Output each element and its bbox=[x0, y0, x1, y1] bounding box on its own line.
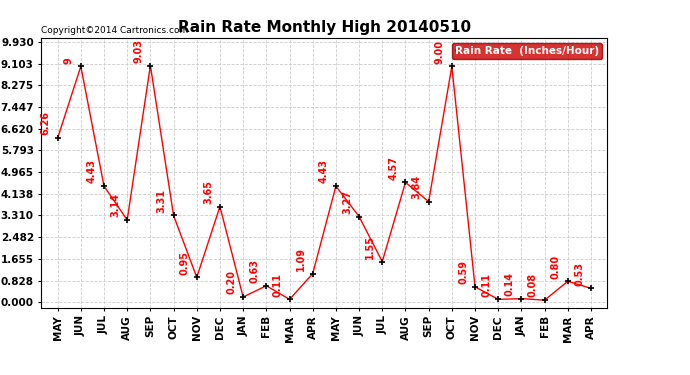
Text: 3.65: 3.65 bbox=[203, 180, 213, 204]
Title: Rain Rate Monthly High 20140510: Rain Rate Monthly High 20140510 bbox=[178, 20, 471, 35]
Text: 3.27: 3.27 bbox=[342, 190, 352, 214]
Text: 6.26: 6.26 bbox=[41, 111, 50, 135]
Text: 3.84: 3.84 bbox=[412, 175, 422, 199]
Legend: Rain Rate  (Inches/Hour): Rain Rate (Inches/Hour) bbox=[452, 43, 602, 59]
Text: Copyright©2014 Cartronics.com: Copyright©2014 Cartronics.com bbox=[41, 26, 188, 35]
Text: 0.11: 0.11 bbox=[481, 273, 491, 297]
Text: 0.95: 0.95 bbox=[180, 251, 190, 274]
Text: 3.14: 3.14 bbox=[110, 193, 120, 217]
Text: 4.57: 4.57 bbox=[388, 156, 399, 180]
Text: 0.14: 0.14 bbox=[504, 272, 515, 296]
Text: 1.55: 1.55 bbox=[365, 235, 375, 259]
Text: 0.59: 0.59 bbox=[458, 260, 468, 284]
Text: 9: 9 bbox=[64, 57, 74, 63]
Text: 3.31: 3.31 bbox=[157, 189, 166, 213]
Text: 0.20: 0.20 bbox=[226, 270, 236, 294]
Text: 0.11: 0.11 bbox=[273, 273, 283, 297]
Text: 0.80: 0.80 bbox=[551, 254, 561, 279]
Text: 9.03: 9.03 bbox=[133, 39, 144, 63]
Text: 0.63: 0.63 bbox=[249, 259, 259, 283]
Text: 1.09: 1.09 bbox=[296, 247, 306, 271]
Text: 0.53: 0.53 bbox=[574, 262, 584, 286]
Text: 4.43: 4.43 bbox=[319, 159, 329, 183]
Text: 9.00: 9.00 bbox=[435, 39, 445, 63]
Text: 4.43: 4.43 bbox=[87, 159, 97, 183]
Text: 0.08: 0.08 bbox=[528, 273, 538, 297]
